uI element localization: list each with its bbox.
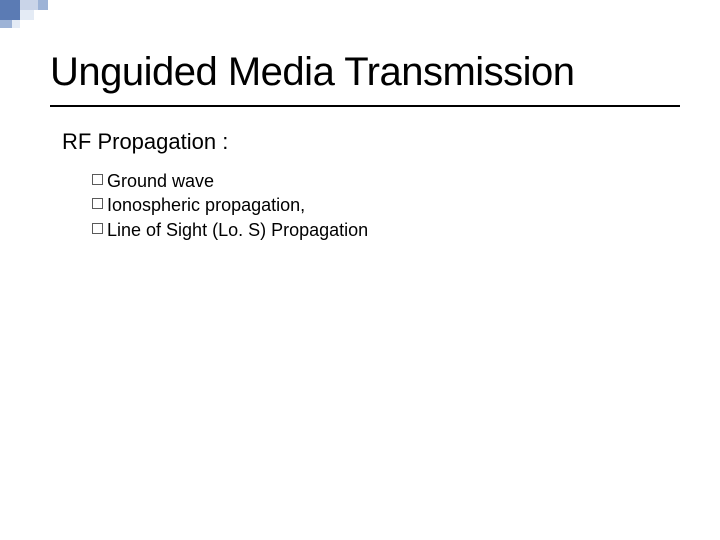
- slide-content: Unguided Media Transmission RF Propagati…: [0, 0, 720, 242]
- title-rule: [50, 105, 680, 107]
- square-bullet-icon: [92, 223, 103, 234]
- bullet-item: Line of Sight (Lo. S) Propagation: [92, 218, 680, 242]
- bullet-item: Ionospheric propagation,: [92, 193, 680, 217]
- deco-square: [34, 12, 42, 20]
- deco-square: [0, 20, 12, 28]
- deco-square: [20, 10, 34, 20]
- bullet-list: Ground waveIonospheric propagation,Line …: [62, 169, 680, 242]
- section: RF Propagation : Ground waveIonospheric …: [50, 129, 680, 242]
- deco-square: [38, 0, 48, 10]
- bullet-text: Ionospheric propagation,: [107, 193, 305, 217]
- square-bullet-icon: [92, 198, 103, 209]
- corner-decoration: [0, 0, 130, 30]
- deco-square: [12, 20, 20, 28]
- bullet-text: Ground wave: [107, 169, 214, 193]
- bullet-text: Line of Sight (Lo. S) Propagation: [107, 218, 368, 242]
- slide-title: Unguided Media Transmission: [50, 50, 680, 95]
- deco-square: [0, 0, 20, 20]
- section-subtitle: RF Propagation :: [62, 129, 680, 155]
- bullet-item: Ground wave: [92, 169, 680, 193]
- square-bullet-icon: [92, 174, 103, 185]
- deco-square: [20, 0, 38, 10]
